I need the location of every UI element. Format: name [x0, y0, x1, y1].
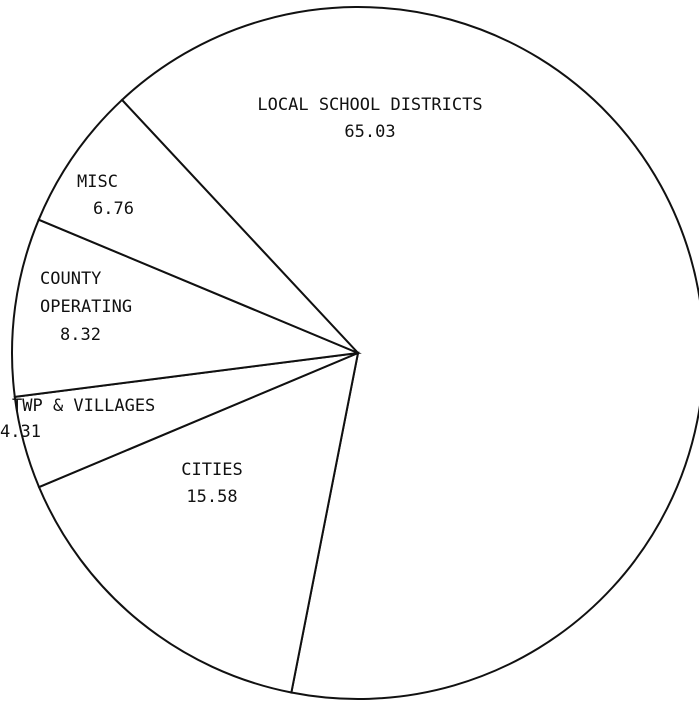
slice-label: LOCAL SCHOOL DISTRICTS: [257, 95, 482, 115]
slice-label: MISC: [77, 172, 118, 192]
pie-slice: [37, 98, 359, 354]
slice-label: OPERATING: [40, 297, 132, 317]
pie-slice: [11, 218, 362, 399]
slice-value-label: 8.32: [60, 325, 101, 345]
slice-label: TWP & VILLAGES: [12, 396, 155, 416]
pie-slice: [120, 6, 699, 700]
slice-label: COUNTY: [40, 269, 101, 289]
slice-value-label: 6.76: [93, 199, 134, 219]
slice-value-label: 4.31: [0, 422, 41, 442]
slice-value-label: 65.03: [344, 122, 395, 142]
slice-value-label: 15.58: [186, 487, 237, 507]
slice-label: CITIES: [181, 460, 242, 480]
pie-slice: [37, 351, 360, 694]
